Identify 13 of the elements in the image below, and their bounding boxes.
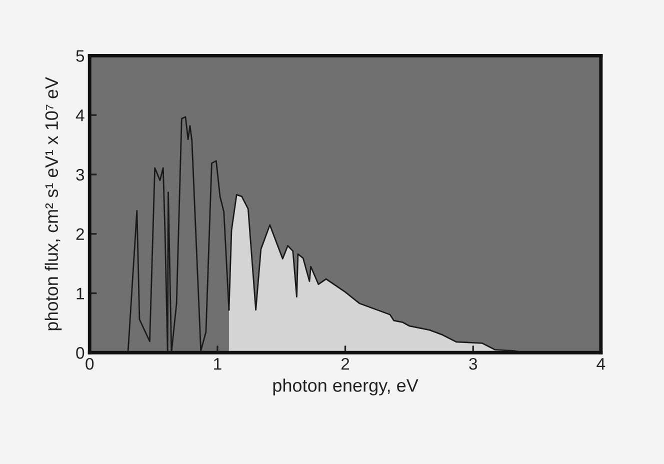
- x-tick-label: 1: [214, 358, 222, 370]
- y-tick-label: 5: [76, 50, 84, 62]
- y-axis-title: photon flux, cm² s¹ eV¹ x 10⁷ eV: [44, 77, 62, 330]
- x-tick-label: 2: [341, 358, 350, 370]
- y-tick-label: 1: [76, 288, 84, 300]
- y-tick-label: 0: [76, 347, 84, 359]
- x-tick-label: 0: [86, 358, 94, 370]
- y-tick-label: 4: [76, 110, 84, 122]
- y-tick-label: 3: [76, 168, 84, 181]
- x-tick-label: 4: [596, 358, 606, 370]
- x-axis-title: photon energy, eV: [273, 378, 418, 396]
- x-tick-label: 3: [469, 358, 477, 370]
- y-tick-label: 2: [76, 228, 84, 240]
